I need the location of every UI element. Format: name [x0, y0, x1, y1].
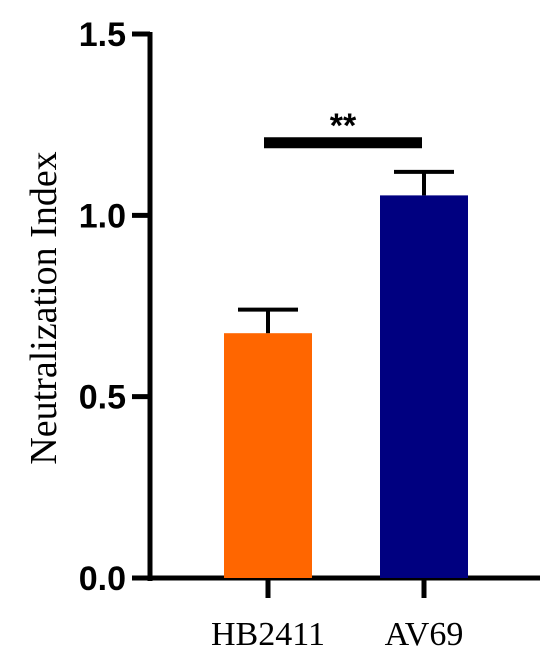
y-tick-label: 1.0	[79, 197, 126, 235]
bar-hb2411	[224, 333, 312, 578]
y-tick-label: 0.0	[79, 560, 126, 598]
y-axis: 0.0 0.5 1.0 1.5	[79, 16, 153, 598]
bars	[224, 195, 468, 579]
y-tick-label: 1.5	[79, 16, 126, 54]
bar-av69	[380, 195, 468, 579]
error-bars	[238, 169, 454, 334]
x-tick-label: AV69	[385, 616, 464, 653]
y-tick-label: 0.5	[79, 379, 126, 417]
significance-label: **	[330, 107, 357, 145]
significance-annotation: **	[264, 107, 422, 149]
y-axis-title: Neutralization Index	[23, 151, 65, 464]
x-axis: HB2411 AV69	[148, 575, 540, 653]
x-tick-label: HB2411	[211, 616, 325, 653]
